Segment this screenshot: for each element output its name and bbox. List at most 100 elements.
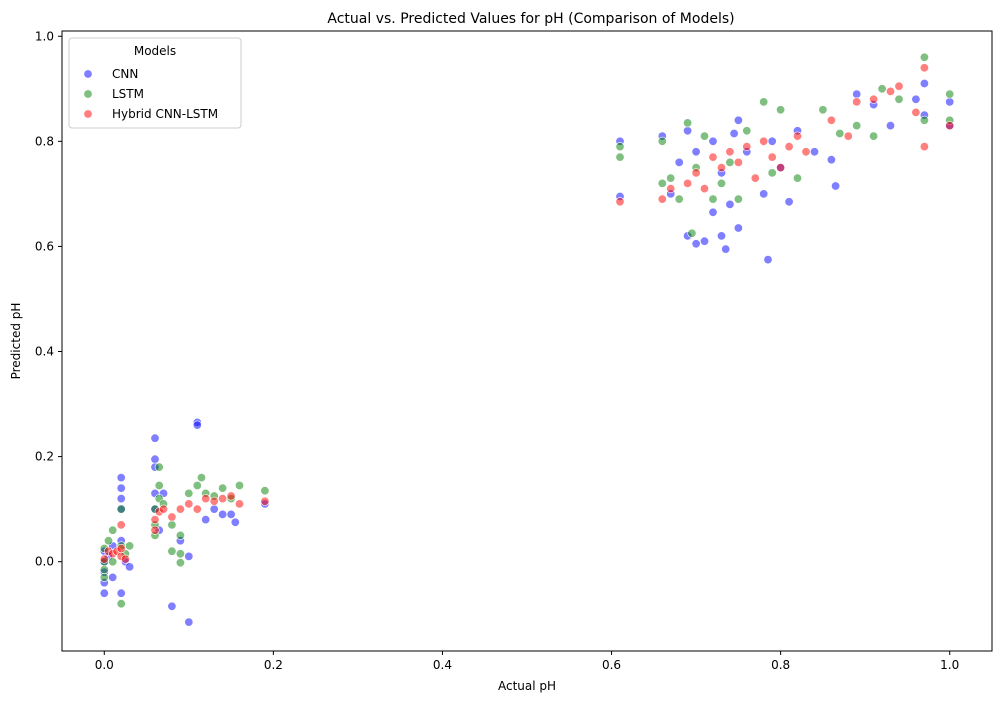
point-s2-24 [666, 184, 676, 194]
point-s0-43 [691, 147, 701, 157]
point-s1-53 [835, 129, 845, 139]
point-s1-19 [167, 546, 177, 556]
point-s2-30 [725, 147, 735, 157]
point-s2-4 [116, 543, 126, 553]
point-s1-38 [674, 194, 684, 204]
y-tick-label: 0.2 [35, 450, 54, 464]
point-s0-25 [184, 551, 194, 561]
point-s1-17 [154, 462, 164, 472]
point-s0-67 [911, 94, 921, 104]
point-s0-31 [218, 509, 228, 519]
point-s0-59 [784, 197, 794, 207]
y-axis-label: Predicted pH [9, 303, 23, 380]
point-s0-68 [919, 79, 929, 89]
point-s1-49 [767, 168, 777, 178]
point-s0-44 [699, 236, 709, 246]
point-s1-21 [175, 558, 185, 568]
point-s1-57 [894, 94, 904, 104]
point-s1-0 [99, 572, 109, 582]
point-s1-6 [108, 557, 118, 567]
point-s1-25 [192, 480, 202, 490]
point-s0-33 [230, 517, 240, 527]
point-s2-33 [750, 173, 760, 183]
point-s0-51 [729, 129, 739, 139]
point-s1-55 [869, 131, 879, 141]
chart-title: Actual vs. Predicted Values for pH (Comp… [327, 11, 734, 27]
point-s1-5 [108, 525, 118, 535]
point-s1-44 [716, 178, 726, 188]
point-s2-20 [235, 499, 245, 509]
point-s0-6 [108, 572, 118, 582]
point-s2-38 [792, 131, 802, 141]
point-s1-50 [776, 105, 786, 115]
point-s2-35 [767, 152, 777, 162]
point-s0-49 [721, 244, 731, 254]
y-tick-label: 0.6 [35, 239, 54, 253]
point-s2-8 [150, 525, 160, 535]
point-s0-42 [691, 239, 701, 249]
point-s1-31 [235, 480, 245, 490]
point-s0-0 [99, 588, 109, 598]
plot-points [99, 52, 955, 627]
point-s1-29 [218, 483, 228, 493]
x-axis-label: Actual pH [498, 679, 556, 693]
point-s1-48 [759, 97, 769, 107]
point-s2-13 [175, 504, 185, 514]
x-tick-label: 0.2 [264, 658, 283, 672]
point-s0-29 [201, 515, 211, 525]
point-s0-52 [733, 223, 743, 233]
legend-title: Models [134, 44, 176, 58]
point-s1-23 [175, 530, 185, 540]
point-s2-28 [708, 152, 718, 162]
point-s1-8 [116, 504, 126, 514]
point-s2-48 [919, 142, 929, 152]
point-s1-36 [657, 136, 667, 146]
point-s1-34 [615, 142, 625, 152]
point-s1-39 [683, 118, 693, 128]
legend-marker [83, 109, 93, 119]
point-s1-16 [154, 480, 164, 490]
point-s0-41 [683, 126, 693, 136]
point-s2-22 [615, 197, 625, 207]
point-s0-10 [116, 483, 126, 493]
point-s1-54 [852, 121, 862, 131]
point-s2-0 [99, 554, 109, 564]
point-s0-55 [759, 189, 769, 199]
point-s2-34 [759, 136, 769, 146]
legend-box [68, 37, 242, 129]
point-s0-39 [674, 157, 684, 167]
series-2 [99, 63, 955, 564]
point-s2-42 [852, 97, 862, 107]
point-s1-42 [699, 131, 709, 141]
point-s2-18 [218, 494, 228, 504]
point-s1-45 [725, 157, 735, 167]
point-s0-46 [708, 136, 718, 146]
point-s0-45 [708, 207, 718, 217]
point-s1-59 [919, 115, 929, 125]
point-s1-24 [184, 488, 194, 498]
point-s2-37 [784, 142, 794, 152]
point-s1-52 [818, 105, 828, 115]
point-s0-56 [763, 255, 773, 265]
point-s0-64 [852, 89, 862, 99]
point-s2-41 [843, 131, 853, 141]
point-s2-16 [201, 494, 211, 504]
point-s1-20 [167, 520, 177, 530]
point-s2-14 [184, 499, 194, 509]
point-s2-15 [192, 504, 202, 514]
y-tick-label: 0.0 [35, 555, 54, 569]
point-s1-33 [615, 152, 625, 162]
point-s0-26 [184, 617, 194, 627]
point-s2-5 [116, 520, 126, 530]
y-tick-label: 1.0 [35, 29, 54, 43]
point-s2-12 [167, 512, 177, 522]
legend-entry-label: LSTM [112, 87, 144, 101]
point-s2-17 [209, 496, 219, 506]
x-axis-ticks: 0.0 0.2 0.4 0.6 0.8 1.0 [95, 651, 959, 672]
point-s0-11 [116, 494, 126, 504]
point-s2-21 [260, 496, 270, 506]
point-s1-32 [260, 486, 270, 496]
plot-frame [61, 30, 993, 652]
point-s2-45 [894, 81, 904, 91]
